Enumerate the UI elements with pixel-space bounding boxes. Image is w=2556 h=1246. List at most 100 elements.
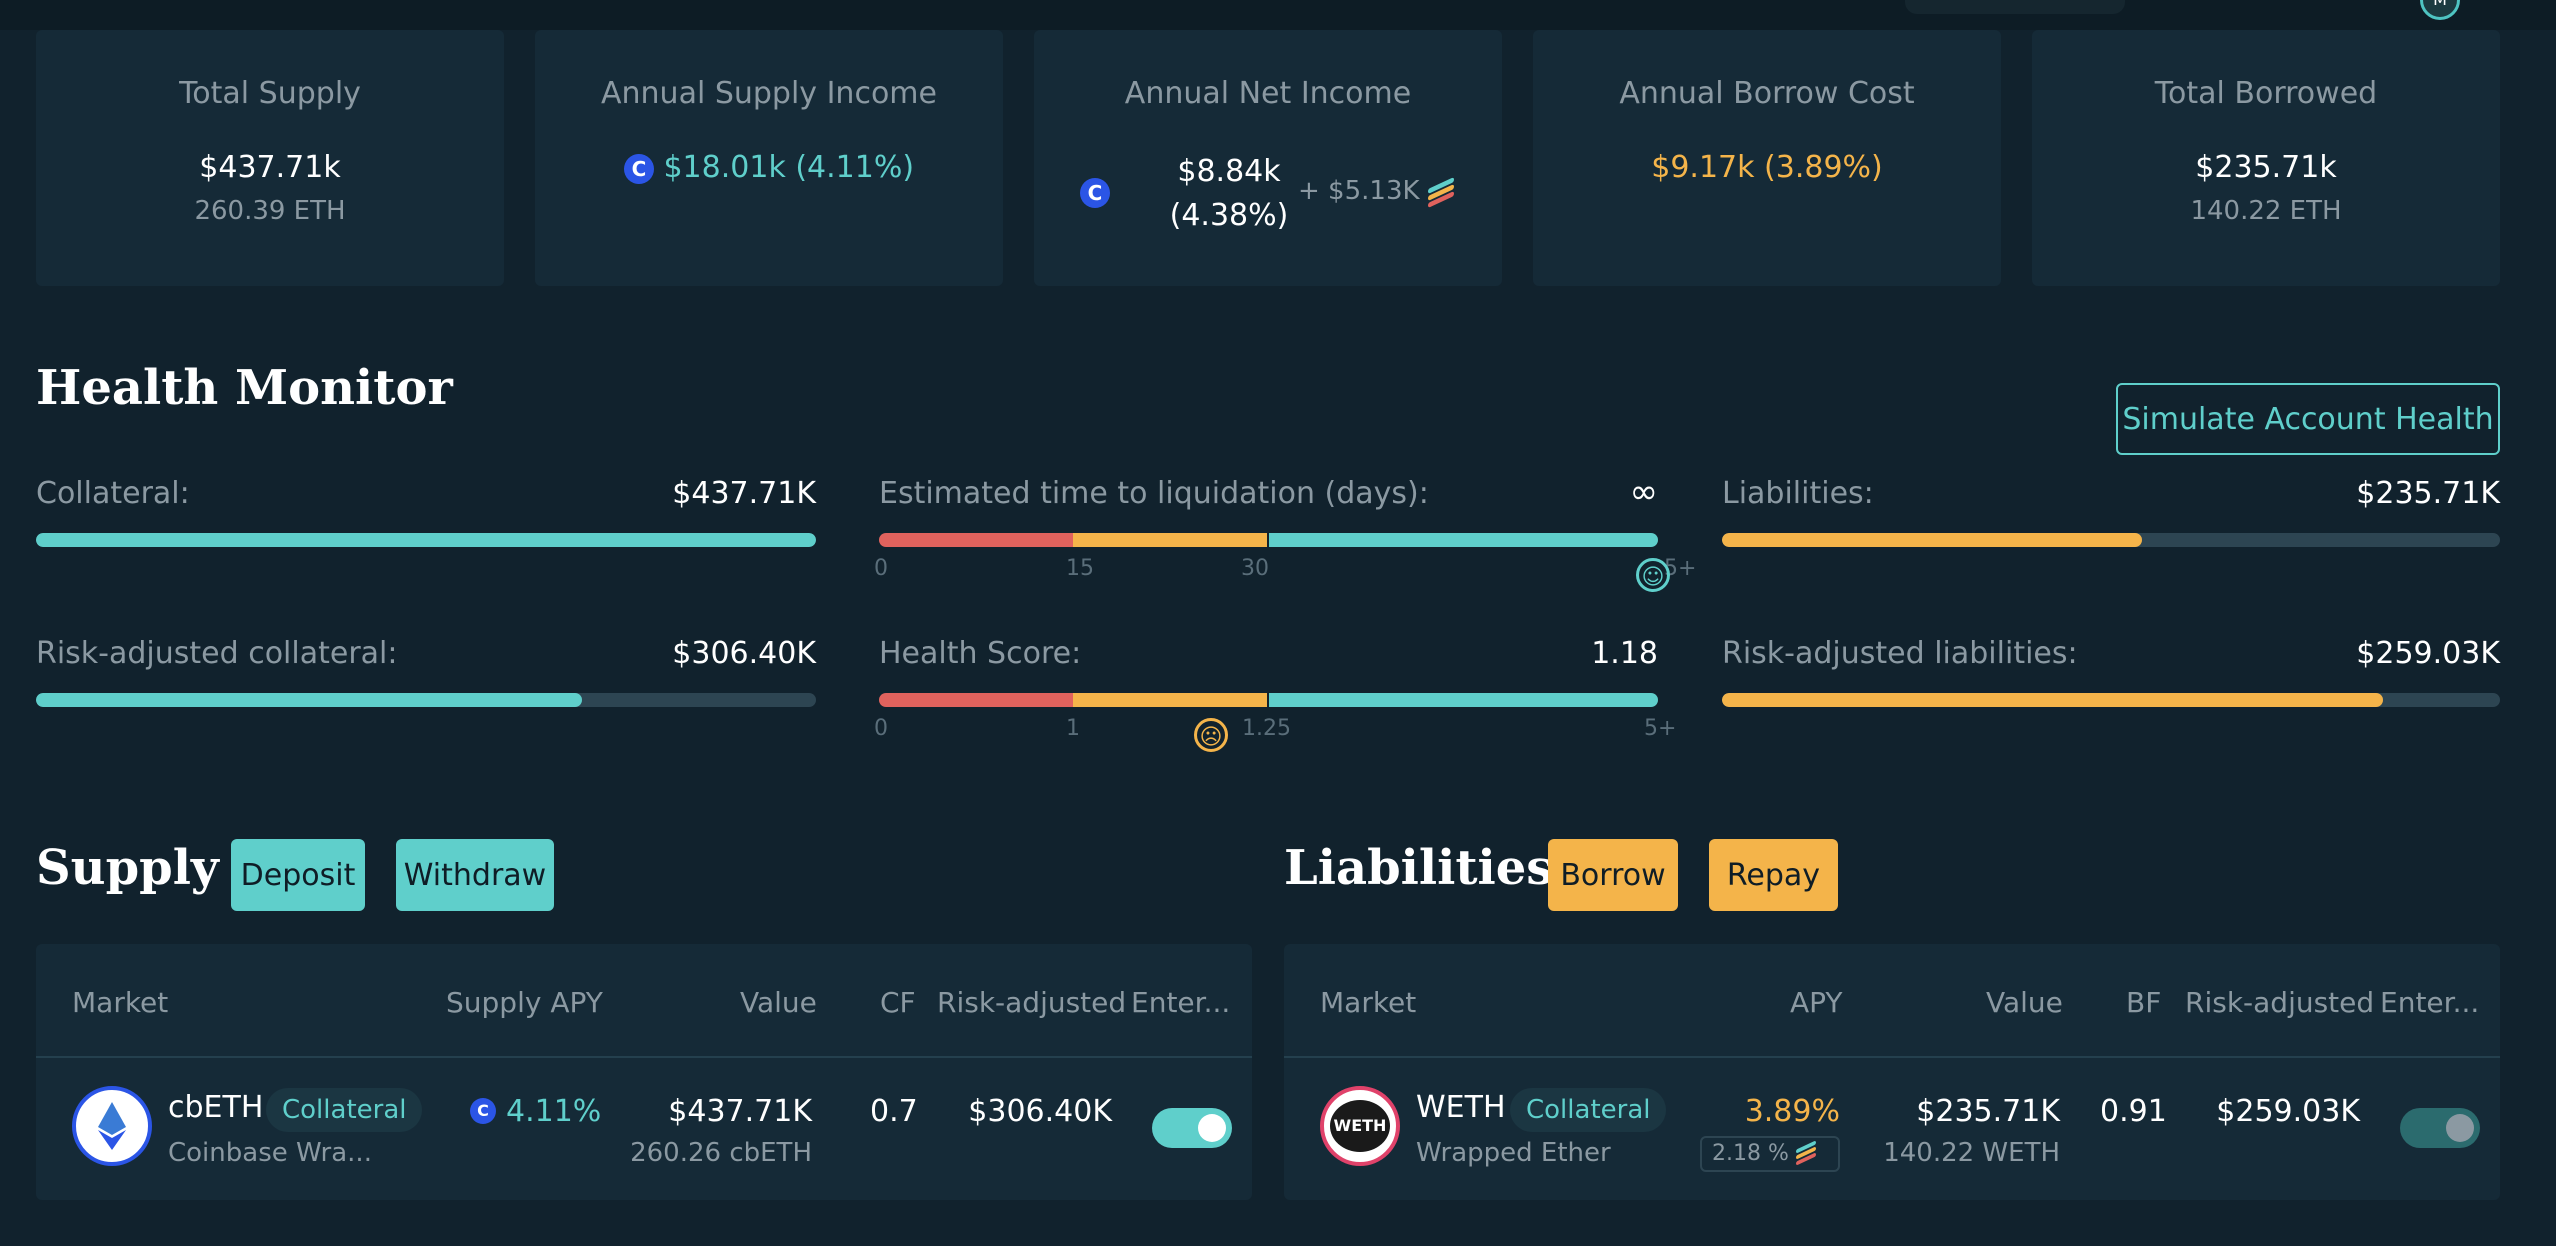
deposit-button[interactable]: Deposit: [231, 839, 365, 911]
market-name: Coinbase Wra...: [168, 1138, 372, 1168]
comp-icon: C: [1080, 178, 1110, 208]
health-monitor-title: Health Monitor: [36, 360, 453, 416]
column-header-risk-adjusted: Risk-adjusted: [2185, 986, 2375, 1019]
column-header-apy: APY: [1790, 986, 1843, 1019]
risk-adjusted-liabilities-value: $259.03K: [2356, 636, 2500, 671]
risk-adjusted-collateral-bar: [36, 693, 816, 707]
liabilities-bar-fill: [1722, 533, 2143, 547]
collateral-label: Collateral:: [36, 476, 190, 511]
table-divider: [1284, 1056, 2500, 1058]
card-value: $235.71k: [2195, 150, 2337, 185]
comp-icon: C: [470, 1098, 496, 1124]
annual-borrow-cost-card: Annual Borrow Cost $9.17k (3.89%): [1533, 30, 2001, 286]
column-header-bf: BF: [2126, 986, 2162, 1019]
enter-market-toggle[interactable]: [2400, 1108, 2480, 1148]
health-score-label: Health Score:: [879, 636, 1082, 671]
column-header-cf: CF: [880, 986, 916, 1019]
column-header-risk-adjusted: Risk-adjusted: [937, 986, 1127, 1019]
supply-apy: 4.11%: [506, 1094, 602, 1129]
health-score-bar: [879, 693, 1658, 707]
column-header-market: Market: [1320, 986, 1417, 1019]
ethereum-icon: [98, 1102, 126, 1150]
tick-label: 15: [1066, 556, 1094, 581]
health-score-value: 1.18: [1591, 636, 1658, 671]
column-header-value: Value: [1986, 986, 2063, 1019]
collateral-bar: [36, 533, 816, 547]
borrow-button[interactable]: Borrow: [1548, 839, 1678, 911]
happy-face-icon: ☺: [1636, 558, 1670, 592]
tick-label: 30: [1241, 556, 1269, 581]
tick-label: 1.25: [1242, 716, 1291, 741]
risk-adjusted-value: $306.40K: [968, 1094, 1112, 1129]
danger-segment: [879, 693, 1073, 707]
card-title: Annual Supply Income: [601, 76, 937, 111]
collateral-tag: Collateral: [266, 1088, 423, 1132]
avatar[interactable]: M: [2420, 0, 2460, 20]
safe-segment: [1269, 693, 1658, 707]
total-supply-card: Total Supply $437.71k 260.39 ETH: [36, 30, 504, 286]
annual-supply-income-card: Annual Supply Income C $18.01k (4.11%): [535, 30, 1003, 286]
tick-label: 0: [874, 556, 888, 581]
collateral-value: $437.71K: [672, 476, 816, 511]
borrow-apy: 3.89%: [1744, 1094, 1840, 1129]
card-sub: 260.39 ETH: [194, 196, 346, 226]
repay-button[interactable]: Repay: [1709, 839, 1838, 911]
liabilities-title: Liabilities: [1284, 840, 1554, 896]
toggle-knob: [1198, 1114, 1226, 1142]
top-nav-bar: M: [0, 0, 2556, 30]
danger-segment: [879, 533, 1073, 547]
liabilities-label: Liabilities:: [1722, 476, 1874, 511]
time-to-liquidation-bar: [879, 533, 1658, 547]
enter-market-toggle[interactable]: [1152, 1108, 1232, 1148]
reward-amount: + $5.13K: [1298, 176, 1420, 206]
column-header-market: Market: [72, 986, 169, 1019]
rewards-token-icon: [1795, 1140, 1816, 1166]
risk-adjusted-collateral-label: Risk-adjusted collateral:: [36, 636, 398, 671]
column-header-enter: Enter...: [2380, 986, 2480, 1019]
risk-adjusted-value: $259.03K: [2216, 1094, 2360, 1129]
risk-adjusted-liabilities-bar: [1722, 693, 2500, 707]
supply-title: Supply: [36, 840, 219, 896]
column-header-supply-apy: Supply APY: [446, 986, 603, 1019]
risk-adjusted-liabilities-label: Risk-adjusted liabilities:: [1722, 636, 2078, 671]
card-value-row: C $18.01k (4.11%): [535, 150, 1003, 185]
card-value: $18.01k (4.11%): [663, 150, 915, 185]
safe-segment: [1269, 533, 1658, 547]
card-title: Total Borrowed: [2154, 76, 2378, 111]
column-header-value: Value: [740, 986, 817, 1019]
borrow-value: $235.71K: [1916, 1094, 2060, 1129]
tick-label: 0: [874, 716, 888, 741]
cbeth-token-icon: [72, 1086, 152, 1166]
card-title: Annual Borrow Cost: [1619, 76, 1915, 111]
liabilities-value: $235.71K: [2356, 476, 2500, 511]
tick-label: 5+: [1644, 716, 1677, 741]
time-to-liquidation-label: Estimated time to liquidation (days):: [879, 476, 1429, 511]
card-title: Total Supply: [179, 76, 361, 111]
supply-table: [36, 944, 1252, 1200]
reward-apy: 2.18 %: [1712, 1141, 1789, 1166]
network-selector[interactable]: [1905, 0, 2125, 14]
table-divider: [36, 1056, 1252, 1058]
withdraw-button[interactable]: Withdraw: [396, 839, 554, 911]
tick-label: 1: [1066, 716, 1080, 741]
risk-adjusted-collateral-value: $306.40K: [672, 636, 816, 671]
rewards-token-icon: [1427, 176, 1454, 208]
risk-adjusted-liabilities-bar-fill: [1722, 693, 2384, 707]
net-income-value: $8.84k (4.38%): [1154, 150, 1304, 238]
supply-value-sub: 260.26 cbETH: [630, 1138, 812, 1168]
card-title: Annual Net Income: [1124, 76, 1412, 111]
comp-icon: C: [623, 153, 654, 184]
collateral-bar-fill: [36, 533, 816, 547]
annual-net-income-card: Annual Net Income C $8.84k (4.38%) + $5.…: [1034, 30, 1502, 286]
risk-adjusted-collateral-bar-fill: [36, 693, 582, 707]
warning-segment: [1073, 693, 1269, 707]
toggle-knob: [2446, 1114, 2474, 1142]
liabilities-table: [1284, 944, 2500, 1200]
simulate-account-health-button[interactable]: Simulate Account Health: [2116, 383, 2500, 455]
time-to-liquidation-value: ∞: [1629, 472, 1658, 512]
card-sub: 140.22 ETH: [2190, 196, 2342, 226]
net-income-percent: (4.38%): [1169, 198, 1289, 233]
market-symbol: WETH: [1416, 1090, 1506, 1125]
card-value: $437.71k: [199, 150, 341, 185]
card-value: $9.17k (3.89%): [1651, 150, 1883, 185]
